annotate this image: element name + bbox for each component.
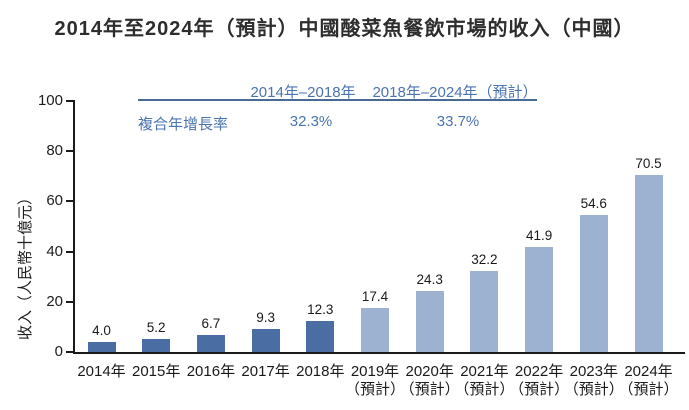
bar-2014年 [87, 341, 116, 352]
bar-2016年 [196, 335, 225, 352]
cagr-table-rule [138, 99, 537, 101]
y-tick-label-0: 0 [54, 343, 63, 360]
x-tick-label-2019年: 2019年 [350, 363, 400, 380]
bar-2019年 [361, 308, 389, 352]
y-tick-mark-60 [66, 200, 74, 203]
y-tick-label-60: 60 [46, 192, 63, 210]
x-tick-label-2023年: 2023年 [569, 363, 618, 380]
x-tick-label-2021年: 2021年 [460, 363, 509, 380]
y-tick-mark-40 [66, 250, 74, 253]
bar-value-label-2015年: 5.2 [146, 319, 166, 335]
bar-value-label-2022年: 41.9 [525, 227, 553, 243]
y-tick-mark-80 [66, 150, 74, 153]
bar-2023年 [579, 214, 608, 352]
y-axis-line [73, 100, 75, 354]
bar-2018年 [306, 321, 335, 352]
x-tick-sublabel-2024年: （預計） [618, 381, 679, 398]
bar-2022年 [525, 246, 554, 352]
x-tick-label-2018年: 2018年 [296, 363, 345, 380]
bar-value-label-2024年: 70.5 [635, 156, 662, 172]
bar-2024年 [634, 175, 663, 352]
bar-value-label-2020年: 24.3 [416, 272, 443, 287]
bar-value-label-2019年: 17.4 [361, 289, 389, 305]
x-tick-sublabel-2020年: （預計） [399, 381, 460, 398]
x-tick-label-2015年: 2015年 [132, 363, 181, 380]
y-tick-label-80: 80 [46, 142, 63, 160]
chart-title: 2014年至2024年（預計）中國酸菜魚餐飲市場的收入（中國） [54, 18, 635, 40]
x-tick-label-2016年: 2016年 [186, 363, 236, 380]
bar-value-label-2014年: 4.0 [92, 322, 111, 338]
x-tick-label-2020年: 2020年 [405, 363, 454, 380]
cagr-value-2014-2018: 32.3% [289, 113, 333, 130]
cagr-row-label: 複合年增長率 [138, 116, 229, 133]
cagr-period-2014-2018: 2014年–2018年 [250, 84, 356, 101]
bar-value-label-2018年: 12.3 [307, 302, 334, 318]
y-tick-mark-20 [66, 300, 74, 303]
y-tick-label-100: 100 [37, 92, 63, 109]
bar-value-label-2021年: 32.2 [471, 252, 498, 268]
x-tick-sublabel-2021年: （預計） [454, 381, 515, 398]
x-tick-label-2024年: 2024年 [624, 363, 673, 380]
x-tick-sublabel-2023年: （預計） [563, 381, 624, 398]
y-tick-label-40: 40 [46, 242, 63, 260]
cagr-value-2018-2024: 33.7% [436, 113, 480, 130]
x-tick-label-2022年: 2022年 [514, 363, 564, 380]
x-tick-label-2017年: 2017年 [241, 363, 290, 380]
bar-value-label-2016年: 6.7 [201, 316, 221, 332]
y-tick-mark-100 [66, 100, 74, 102]
x-tick-sublabel-2019年: （預計） [344, 381, 405, 398]
bar-value-label-2023年: 54.6 [580, 195, 607, 211]
y-tick-mark-0 [66, 351, 74, 353]
x-tick-label-2014年: 2014年 [77, 363, 126, 380]
x-axis-line [73, 352, 685, 354]
cagr-period-2018-2024: 2018年–2024年（預計） [372, 84, 538, 101]
x-tick-sublabel-2022年: （預計） [509, 381, 570, 398]
y-tick-label-20: 20 [46, 292, 63, 310]
bar-2017年 [251, 328, 280, 352]
bar-value-label-2017年: 9.3 [256, 309, 275, 325]
bar-2020年 [415, 291, 444, 352]
bar-2015年 [142, 338, 171, 352]
bar-2021年 [470, 271, 499, 352]
